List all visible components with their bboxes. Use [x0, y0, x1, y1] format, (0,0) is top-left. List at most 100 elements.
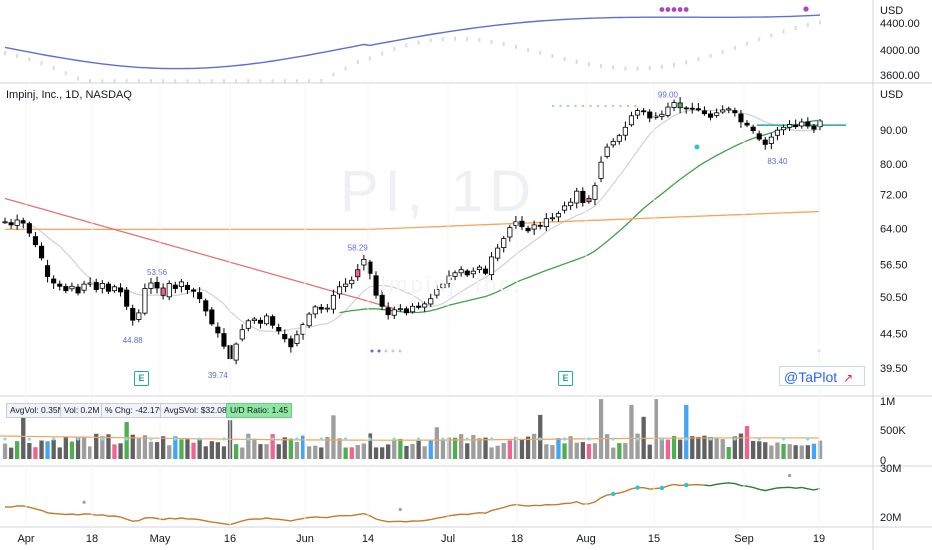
- candle-body: [215, 326, 221, 334]
- candle-body: [781, 126, 787, 131]
- index-candle: [478, 38, 481, 43]
- volume-bar: [817, 440, 823, 459]
- volume-bar: [349, 447, 354, 459]
- volume-bar: [69, 441, 75, 459]
- earnings-marker[interactable]: E: [558, 371, 573, 386]
- index-candle: [551, 54, 554, 58]
- volume-bar: [331, 415, 336, 459]
- index-candle: [612, 65, 615, 70]
- candle-body: [422, 303, 428, 308]
- volume-bar: [763, 442, 768, 459]
- volume-bar: [416, 440, 421, 459]
- volume-axis-tick: 0: [880, 455, 886, 467]
- index-candle: [295, 79, 298, 84]
- index-candle: [356, 60, 359, 65]
- volume-bar: [605, 434, 610, 459]
- index-candle: [320, 78, 323, 83]
- ma-short-line: [4, 109, 821, 332]
- volume-bar: [617, 443, 622, 459]
- index-candle: [137, 79, 140, 84]
- volume-bar: [787, 444, 792, 459]
- earnings-marker[interactable]: E: [134, 371, 149, 386]
- volume-bar: [647, 444, 652, 459]
- volume-bar: [367, 433, 373, 459]
- volume-dot: [611, 437, 615, 441]
- candle-body: [69, 285, 75, 290]
- volume-bar: [781, 444, 786, 459]
- volume-dot: [76, 437, 80, 441]
- index-candle: [673, 62, 675, 67]
- candle-body: [294, 334, 300, 344]
- volume-bar: [550, 445, 555, 459]
- volume-bar: [240, 447, 245, 459]
- volume-dot: [660, 437, 664, 441]
- candle-body: [592, 185, 598, 200]
- volume-bar: [775, 442, 780, 459]
- volume-bar: [258, 444, 263, 459]
- volume-bar: [148, 441, 154, 459]
- volume-dot: [684, 437, 688, 441]
- signal-dot: [574, 104, 577, 108]
- price-axis-tick: 56.50: [880, 260, 908, 272]
- volume-axis-tick: 1M: [880, 396, 895, 408]
- candle-body: [744, 122, 750, 126]
- index-highlight-dot: [659, 7, 665, 12]
- volume-bar: [598, 399, 604, 459]
- index-candle: [344, 66, 347, 71]
- volume-bar: [88, 446, 93, 459]
- volume-bar: [294, 442, 300, 459]
- volume-dot: [319, 437, 323, 441]
- volume-bar: [221, 446, 227, 459]
- volume-bar: [465, 443, 470, 459]
- index-candle: [64, 71, 67, 76]
- candle-body: [20, 220, 26, 224]
- volume-dot: [52, 437, 56, 441]
- candle-body: [93, 282, 99, 290]
- candle-body: [732, 110, 738, 114]
- candle-body: [708, 113, 714, 118]
- signal-dot: [596, 104, 600, 108]
- volume-bar: [361, 443, 366, 459]
- volume-bar: [343, 447, 348, 459]
- volume-bar: [519, 439, 525, 459]
- volume-bar: [392, 439, 397, 459]
- volume-dot: [417, 437, 421, 441]
- price-axis-tick: 90.00: [880, 125, 908, 137]
- volume-bar: [629, 404, 634, 460]
- candle-body: [276, 326, 282, 332]
- candle-body: [635, 110, 641, 116]
- volume-bar: [507, 440, 512, 459]
- volume-dot: [635, 437, 640, 441]
- name-watermark: Impinj, Inc.: [380, 272, 523, 297]
- volume-bar: [562, 443, 567, 459]
- candle-body: [622, 126, 628, 136]
- volume-dot: [173, 437, 177, 441]
- candle-body: [111, 286, 118, 292]
- candle-body: [324, 307, 330, 310]
- candle-body: [507, 227, 513, 238]
- ma-long-line: [5, 210, 821, 231]
- x-axis-tick: Jul: [441, 533, 455, 545]
- index-candle: [308, 79, 311, 84]
- ad-highlight-dot: [611, 491, 616, 497]
- index-candle: [417, 40, 420, 45]
- candle-body: [397, 308, 403, 311]
- volume-bar: [805, 445, 810, 459]
- volume-bar: [215, 442, 220, 459]
- x-axis-tick: Apr: [17, 533, 34, 545]
- volume-bar: [653, 399, 658, 459]
- volume-bar: [15, 441, 20, 459]
- volume-bar: [623, 443, 628, 459]
- volume-bar: [684, 404, 689, 460]
- x-axis-tick: 16: [224, 533, 236, 545]
- index-candle: [368, 56, 371, 61]
- candle-body: [379, 294, 385, 307]
- candle-body: [14, 219, 20, 226]
- candle-body: [574, 190, 580, 204]
- top-axis-tick: 3600.00: [880, 70, 920, 82]
- candle-body: [251, 318, 257, 322]
- candle-body: [817, 120, 823, 128]
- volume-bar: [81, 436, 87, 459]
- candle-body: [312, 306, 318, 315]
